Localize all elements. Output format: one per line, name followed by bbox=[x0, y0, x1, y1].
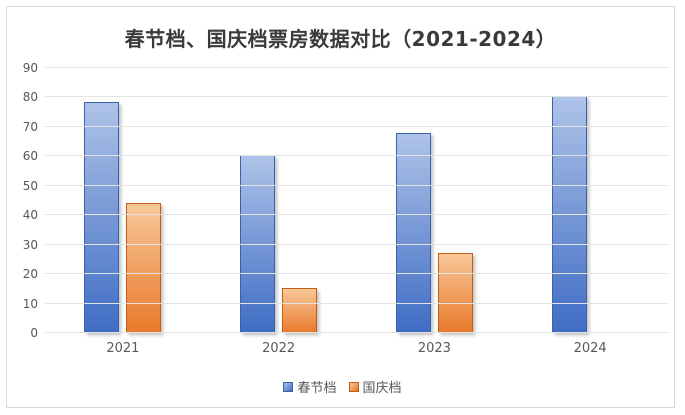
y-axis: 0 10 20 30 40 50 60 70 80 90 bbox=[0, 61, 38, 340]
y-axis-tick-label: 80 bbox=[22, 90, 38, 105]
x-axis: 2021 2022 2023 2024 bbox=[45, 341, 668, 356]
bar-group-2023 bbox=[357, 68, 513, 333]
plot-area bbox=[45, 67, 668, 333]
gridline bbox=[45, 214, 668, 216]
legend-label: 国庆档 bbox=[362, 381, 402, 396]
y-axis-tick-label: 40 bbox=[22, 208, 38, 223]
bar-group-2024 bbox=[512, 68, 668, 333]
y-axis-tick-label: 90 bbox=[22, 61, 38, 75]
bar-国庆档-2022 bbox=[282, 287, 318, 333]
legend-swatch-icon bbox=[283, 381, 294, 392]
legend-label: 春节档 bbox=[297, 381, 337, 396]
gridline bbox=[45, 67, 668, 68]
gridline bbox=[45, 332, 668, 333]
bar-groups bbox=[45, 68, 668, 333]
chart-title: 春节档、国庆档票房数据对比（2021-2024） bbox=[124, 27, 557, 51]
y-axis-tick-label: 30 bbox=[22, 237, 38, 252]
gridline bbox=[45, 243, 668, 245]
x-axis-label-2022: 2022 bbox=[262, 341, 296, 356]
bar-group-2022 bbox=[201, 68, 357, 333]
gridline bbox=[45, 302, 668, 304]
bar-春节档-2021 bbox=[84, 101, 120, 333]
x-axis-label-2021: 2021 bbox=[106, 341, 140, 356]
gridline bbox=[45, 125, 668, 127]
gridline bbox=[45, 155, 668, 157]
y-axis-tick-label: 20 bbox=[22, 267, 38, 282]
legend-swatch-icon bbox=[348, 381, 359, 392]
bar-春节档-2023 bbox=[395, 133, 431, 333]
bar-group-2021 bbox=[45, 68, 201, 333]
y-axis-tick-label: 50 bbox=[22, 178, 38, 193]
x-axis-label-2023: 2023 bbox=[417, 341, 451, 356]
bar-国庆档-2021 bbox=[126, 203, 162, 333]
legend-item-春节档: 春节档 bbox=[283, 377, 337, 396]
y-axis-tick-label: 10 bbox=[22, 296, 38, 311]
y-axis-tick-label: 70 bbox=[22, 119, 38, 134]
legend-item-国庆档: 国庆档 bbox=[348, 377, 402, 396]
gridline bbox=[45, 184, 668, 186]
legend: 春节档 国庆档 bbox=[0, 377, 685, 396]
y-axis-tick-label: 0 bbox=[30, 326, 38, 340]
x-axis-label-2024: 2024 bbox=[573, 341, 607, 356]
y-axis-tick-label: 60 bbox=[22, 149, 38, 164]
gridline bbox=[45, 96, 668, 98]
bar-国庆档-2023 bbox=[437, 252, 473, 333]
gridline bbox=[45, 273, 668, 275]
